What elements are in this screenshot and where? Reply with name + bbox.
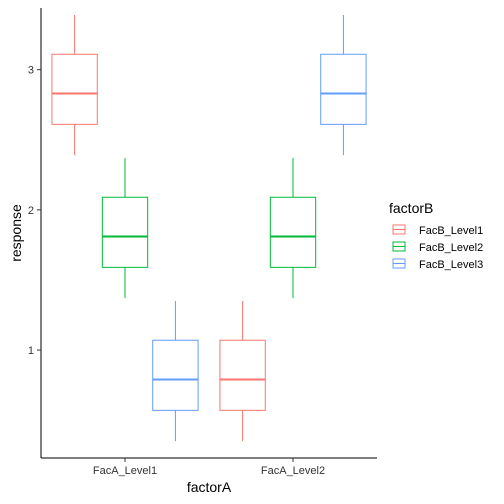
legend-items: FacB_Level1 FacB_Level2 FacB_Level3: [392, 224, 483, 271]
box-FacB_Level3-FacA_Level2: [320, 15, 367, 156]
y-tick-label: 2: [28, 205, 34, 217]
box-FacB_Level2-FacA_Level1: [101, 158, 149, 299]
y-tick-label: 3: [28, 65, 34, 77]
plot-area: [51, 15, 367, 442]
legend-item: FacB_Level2: [392, 241, 483, 254]
x-axis-ticks: FacA_Level1 FacA_Level2: [93, 458, 325, 477]
legend: factorB FacB_Level1FacB_Level2FacB_Level…: [389, 200, 483, 271]
legend-item: FacB_Level1: [392, 224, 483, 237]
y-axis-ticks: 1 2 3: [28, 65, 41, 357]
box-iqr: [51, 53, 98, 125]
box-iqr: [101, 196, 149, 268]
box-FacB_Level1-FacA_Level1: [51, 15, 98, 156]
box-FacB_Level3-FacA_Level1: [152, 300, 199, 442]
legend-label: FacB_Level3: [419, 259, 483, 271]
legend-label: FacB_Level2: [419, 242, 483, 254]
box-iqr: [269, 196, 317, 268]
box-FacB_Level1-FacA_Level2: [219, 300, 266, 442]
x-tick-label: FacA_Level1: [93, 465, 157, 477]
legend-label: FacB_Level1: [419, 225, 483, 237]
x-axis-title: factorA: [187, 479, 232, 495]
box-iqr: [219, 339, 266, 411]
box-FacB_Level2-FacA_Level2: [269, 158, 317, 299]
legend-item: FacB_Level3: [392, 258, 483, 271]
legend-title: factorB: [389, 200, 433, 216]
x-tick-label: FacA_Level2: [261, 465, 325, 477]
y-axis-title: response: [8, 204, 24, 262]
y-tick-label: 1: [28, 345, 34, 357]
box-iqr: [152, 339, 199, 411]
box-iqr: [320, 53, 367, 125]
